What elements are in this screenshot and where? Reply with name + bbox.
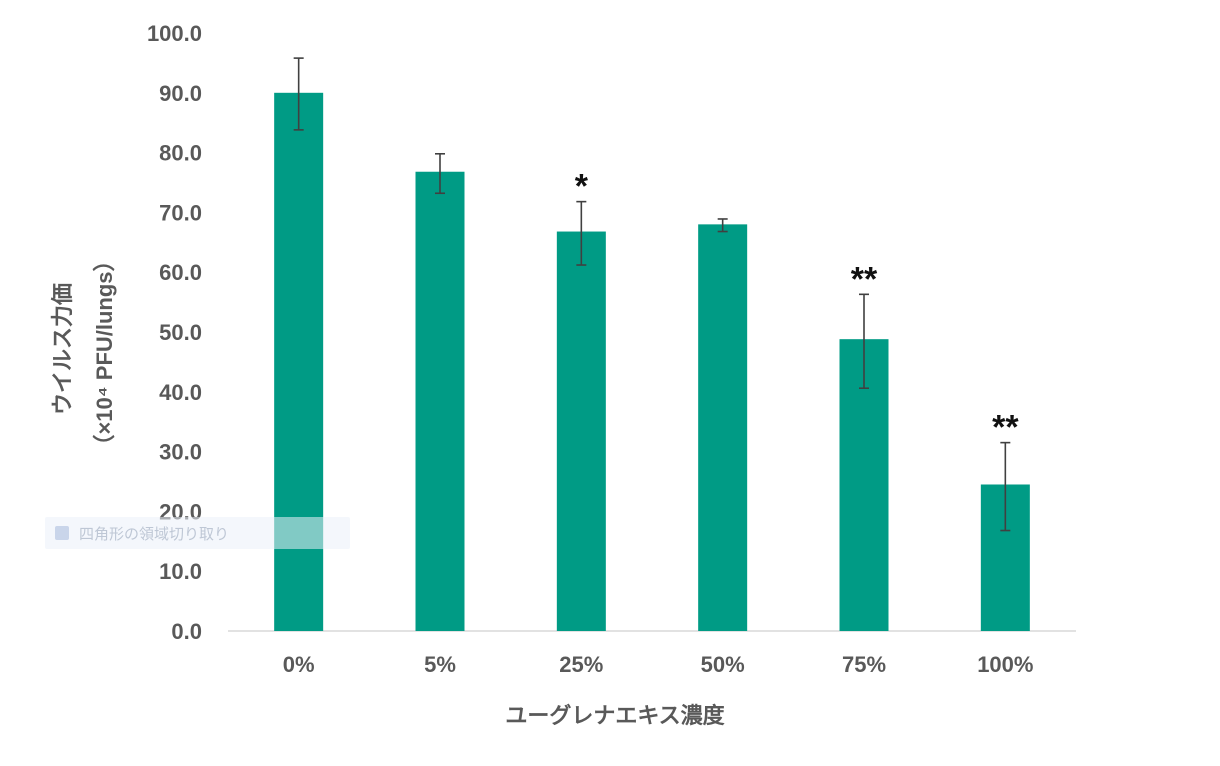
y-tick-label: 50.0	[159, 320, 202, 345]
snipping-overlay: 四角形の領域切り取り	[45, 517, 350, 549]
y-tick-label: 100.0	[147, 21, 202, 46]
error-bar	[576, 200, 587, 266]
y-tick-label: 30.0	[159, 440, 202, 465]
y-tick-label: 70.0	[159, 200, 202, 225]
error-bar	[293, 57, 304, 131]
bar	[274, 92, 324, 632]
snip-icon	[55, 526, 69, 540]
y-axis-ticks: 0.010.020.030.040.050.060.070.080.090.01…	[147, 21, 202, 644]
x-tick-label: 25%	[559, 652, 603, 677]
error-bar	[717, 218, 728, 233]
bar	[556, 231, 606, 631]
x-tick-label: 75%	[842, 652, 886, 677]
y-axis-title-line1: ウイルス力価	[50, 283, 75, 415]
snipping-overlay-text: 四角形の領域切り取り	[79, 524, 230, 543]
error-bar	[859, 293, 869, 390]
y-tick-label: 90.0	[159, 81, 202, 106]
x-axis-ticks: 0% 5% 25% 50% 75% 100%	[283, 652, 1034, 677]
error-bars	[293, 57, 1011, 532]
significance-marker: **	[851, 260, 878, 298]
y-tick-label: 10.0	[159, 559, 202, 584]
bar	[698, 224, 748, 632]
y-axis-title: ウイルス力価 （×10⁴ PFU/lungs）	[50, 249, 117, 456]
error-bar	[1000, 441, 1011, 532]
x-tick-label: 5%	[424, 652, 456, 677]
y-tick-label: 0.0	[171, 619, 202, 644]
y-tick-label: 60.0	[159, 260, 202, 285]
error-bar	[435, 152, 445, 195]
bars	[274, 92, 1030, 632]
y-tick-label: 40.0	[159, 380, 202, 405]
x-axis-title: ユーグレナエキス濃度	[505, 703, 725, 728]
x-tick-label: 50%	[701, 652, 745, 677]
bar	[415, 171, 465, 631]
significance-markers: *****	[575, 168, 1020, 447]
significance-marker: **	[992, 409, 1019, 447]
x-tick-label: 100%	[977, 652, 1033, 677]
significance-marker: *	[575, 168, 589, 206]
y-tick-label: 80.0	[159, 141, 202, 166]
y-axis-title-line2: （×10⁴ PFU/lungs）	[92, 249, 117, 456]
x-tick-label: 0%	[283, 652, 315, 677]
